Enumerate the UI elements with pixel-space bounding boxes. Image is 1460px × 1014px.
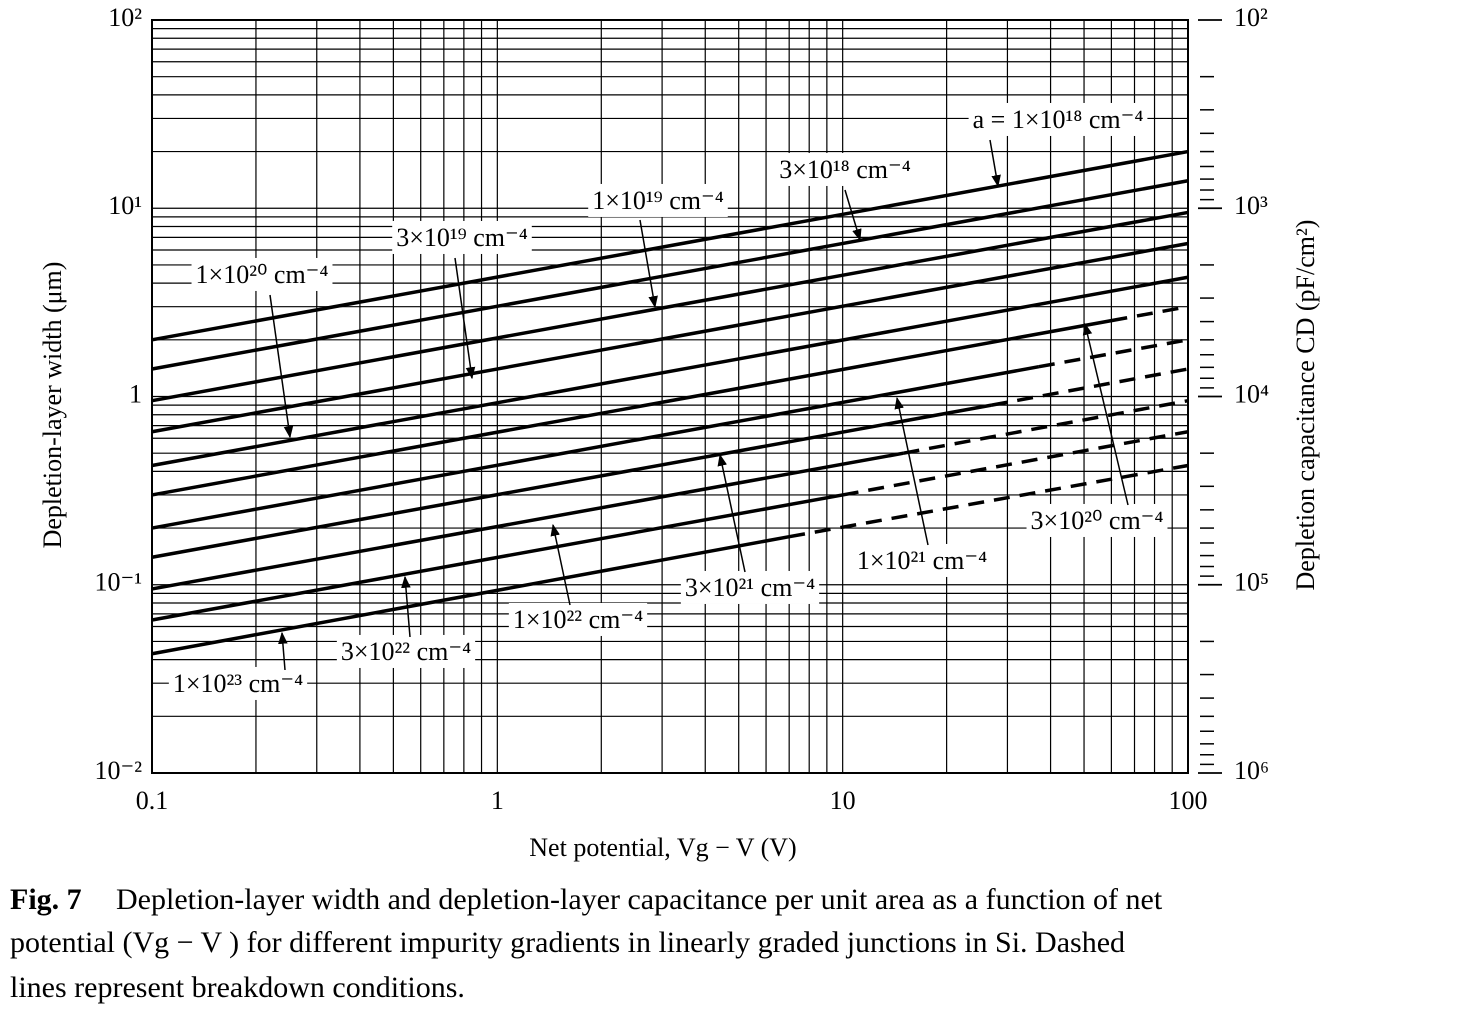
y-tick-label: 10² bbox=[108, 3, 142, 32]
y2-tick-label: 10³ bbox=[1234, 191, 1268, 220]
caption-label: Fig. 7 bbox=[10, 883, 82, 916]
series-line bbox=[151, 364, 1040, 530]
y-tick-label: 1 bbox=[129, 379, 142, 408]
legend-arrow bbox=[639, 219, 658, 309]
legend-label: 1×10²⁰ cm⁻⁴ bbox=[196, 260, 329, 289]
series-line bbox=[151, 318, 1112, 497]
legend-label: 3×10²⁰ cm⁻⁴ bbox=[1031, 506, 1164, 535]
legend-arrow bbox=[1082, 322, 1129, 506]
x-tick-label: 10 bbox=[830, 786, 856, 815]
legend-box bbox=[1026, 503, 1168, 537]
series-line bbox=[151, 493, 843, 622]
y2-tick-label: 10⁵ bbox=[1234, 568, 1269, 597]
series-line bbox=[151, 210, 1189, 403]
y2-tick-label: 10⁶ bbox=[1234, 756, 1269, 785]
breakdown-line bbox=[788, 463, 1189, 539]
legend-label: 3×10¹⁸ cm⁻⁴ bbox=[779, 155, 911, 184]
legend-arrow bbox=[550, 523, 571, 606]
y-tick-label: 10⁻¹ bbox=[94, 568, 142, 597]
legend-box bbox=[508, 602, 648, 636]
legend-box bbox=[775, 152, 915, 186]
y2-tick-label: 10² bbox=[1234, 3, 1268, 32]
y-tick-label: 10¹ bbox=[108, 191, 142, 220]
breakdown-line bbox=[842, 429, 1189, 497]
legend-arrow bbox=[989, 139, 1001, 188]
legend-label: 1×10¹⁹ cm⁻⁴ bbox=[592, 186, 724, 215]
legend-arrow bbox=[269, 294, 294, 439]
series-line bbox=[151, 534, 790, 656]
x-axis-title: Net potential, Vg − V (V) bbox=[529, 833, 796, 862]
legend-arrow bbox=[401, 575, 411, 638]
legend-label: a = 1×10¹⁸ cm⁻⁴ bbox=[973, 105, 1144, 134]
legend-arrow bbox=[844, 189, 862, 242]
legend-label: 3×10¹⁹ cm⁻⁴ bbox=[396, 223, 528, 252]
caption-line: lines represent breakdown conditions. bbox=[10, 971, 465, 1004]
y-axis-title: Depletion-layer width (μm) bbox=[38, 262, 67, 549]
breakdown-line bbox=[1111, 304, 1189, 323]
breakdown-line bbox=[903, 398, 1189, 455]
breakdown-line bbox=[991, 367, 1189, 407]
y2-tick-label: 10⁴ bbox=[1234, 379, 1269, 408]
legend-arrow bbox=[717, 453, 746, 573]
legend-box bbox=[968, 102, 1148, 136]
x-tick-label: 0.1 bbox=[136, 786, 169, 815]
legend-box bbox=[336, 634, 476, 668]
x-tick-label: 100 bbox=[1169, 786, 1208, 815]
x-tick-label: 1 bbox=[491, 786, 504, 815]
legend-label: 3×10²¹ cm⁻⁴ bbox=[685, 573, 815, 602]
legend-box bbox=[191, 257, 333, 291]
legend-label: 3×10²² cm⁻⁴ bbox=[341, 637, 471, 666]
legend-arrow bbox=[894, 396, 929, 546]
breakdown-line bbox=[1171, 275, 1189, 282]
series-line bbox=[151, 451, 904, 591]
plot-frame bbox=[151, 19, 1189, 774]
series-line bbox=[151, 403, 992, 559]
legend-label: 1×10²² cm⁻⁴ bbox=[513, 605, 643, 634]
y-tick-label: 10⁻² bbox=[94, 756, 142, 785]
series-line bbox=[151, 241, 1189, 434]
legend-box bbox=[588, 183, 728, 217]
series-line bbox=[151, 179, 1189, 371]
legend-box bbox=[168, 666, 308, 700]
caption-line: Depletion-layer width and depletion-laye… bbox=[116, 883, 1163, 916]
series-line bbox=[151, 278, 1173, 468]
legend-box bbox=[392, 220, 532, 254]
series-line bbox=[151, 149, 1189, 342]
legend-label: 1×10²³ cm⁻⁴ bbox=[173, 669, 303, 698]
caption-line: potential (Vg − V ) for different impuri… bbox=[10, 926, 1125, 959]
legend-box bbox=[852, 543, 992, 577]
legend-arrow bbox=[278, 631, 288, 671]
legend-box bbox=[680, 570, 820, 604]
legend-arrow bbox=[454, 257, 476, 380]
y2-axis-title: Depletion capacitance CD (pF/cm²) bbox=[1291, 220, 1320, 591]
legend-label: 1×10²¹ cm⁻⁴ bbox=[857, 546, 987, 575]
